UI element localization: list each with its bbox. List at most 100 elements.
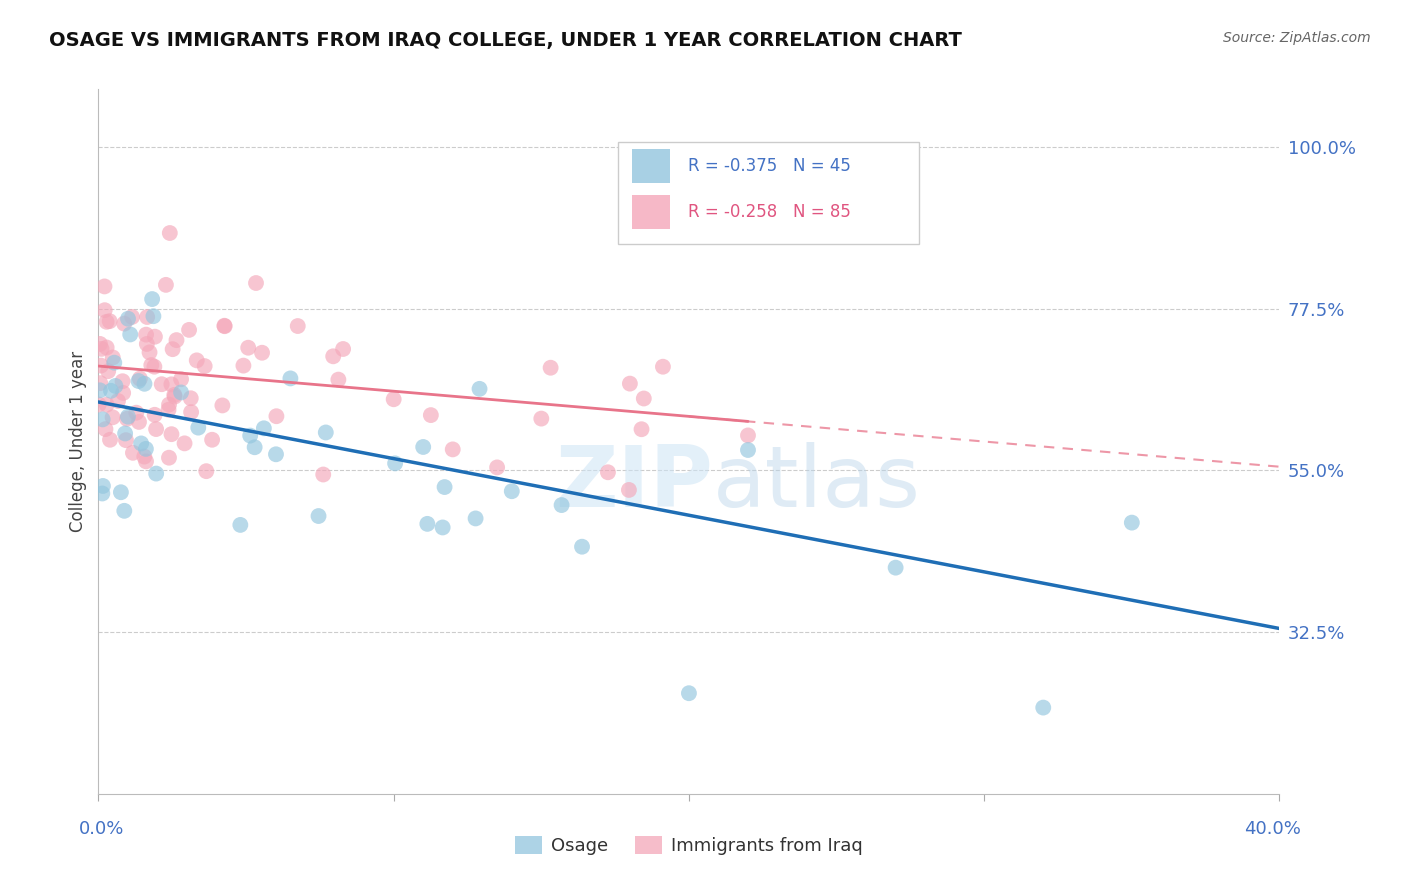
Point: [322, 349, 344, 363]
Point: [280, 371, 302, 385]
Point: [103, 356, 125, 370]
Point: [530, 411, 553, 425]
Point: [195, 464, 218, 478]
Text: 40.0%: 40.0%: [1244, 820, 1301, 838]
Point: [328, 373, 350, 387]
Point: [125, 406, 148, 420]
Point: [155, 277, 177, 292]
Point: [117, 409, 139, 424]
Point: [737, 428, 759, 442]
Point: [737, 442, 759, 457]
Point: [432, 520, 454, 534]
Point: [619, 376, 641, 391]
Point: [112, 504, 135, 518]
Y-axis label: College, Under 1 year: College, Under 1 year: [69, 351, 87, 533]
Point: [157, 398, 180, 412]
Point: [143, 329, 166, 343]
Point: [160, 377, 183, 392]
Point: [91, 486, 114, 500]
FancyBboxPatch shape: [633, 195, 671, 229]
Text: OSAGE VS IMMIGRANTS FROM IRAQ COLLEGE, UNDER 1 YEAR CORRELATION CHART: OSAGE VS IMMIGRANTS FROM IRAQ COLLEGE, U…: [49, 31, 962, 50]
Point: [652, 359, 675, 374]
Point: [107, 393, 129, 408]
Point: [135, 442, 157, 456]
Point: [150, 377, 173, 392]
Text: R = -0.258   N = 85: R = -0.258 N = 85: [688, 203, 851, 221]
Point: [111, 374, 134, 388]
Point: [211, 399, 233, 413]
FancyBboxPatch shape: [633, 149, 671, 183]
Point: [163, 390, 186, 404]
Point: [416, 516, 439, 531]
Point: [122, 446, 145, 460]
Point: [180, 405, 202, 419]
Point: [170, 372, 193, 386]
Point: [145, 422, 167, 436]
Point: [97, 364, 120, 378]
Point: [332, 342, 354, 356]
Point: [90, 359, 112, 373]
Text: R = -0.375   N = 45: R = -0.375 N = 45: [688, 157, 851, 175]
Point: [180, 391, 202, 405]
Point: [173, 436, 195, 450]
Point: [571, 540, 593, 554]
Point: [112, 386, 135, 401]
Point: [157, 450, 180, 465]
Point: [266, 409, 288, 424]
Point: [1032, 700, 1054, 714]
Point: [177, 323, 200, 337]
Text: Source: ZipAtlas.com: Source: ZipAtlas.com: [1223, 31, 1371, 45]
Point: [94, 422, 117, 436]
Point: [166, 333, 188, 347]
Point: [250, 345, 273, 359]
Point: [91, 412, 114, 426]
Point: [630, 422, 652, 436]
Point: [121, 310, 143, 324]
Point: [214, 319, 236, 334]
Point: [100, 384, 122, 398]
Point: [128, 374, 150, 388]
Point: [501, 484, 523, 499]
Point: [162, 342, 184, 356]
Point: [243, 440, 266, 454]
Point: [384, 456, 406, 470]
Point: [633, 392, 655, 406]
Point: [89, 384, 111, 398]
Point: [229, 517, 252, 532]
Point: [441, 442, 464, 457]
Point: [135, 454, 157, 468]
Point: [89, 376, 111, 391]
Point: [287, 319, 309, 334]
Point: [245, 276, 267, 290]
Point: [187, 420, 209, 434]
Text: ZIP: ZIP: [555, 442, 713, 525]
Point: [128, 371, 150, 385]
Point: [486, 460, 509, 475]
Point: [98, 433, 121, 447]
FancyBboxPatch shape: [619, 142, 920, 244]
Point: [136, 310, 159, 324]
Point: [128, 415, 150, 429]
Point: [194, 359, 217, 373]
Point: [141, 358, 163, 372]
Point: [143, 408, 166, 422]
Legend: Osage, Immigrants from Iraq: Osage, Immigrants from Iraq: [515, 836, 863, 855]
Point: [464, 511, 486, 525]
Point: [145, 467, 167, 481]
Text: atlas: atlas: [713, 442, 921, 525]
Point: [253, 421, 276, 435]
Point: [115, 433, 138, 447]
Point: [134, 376, 156, 391]
Point: [101, 351, 124, 365]
Point: [142, 309, 165, 323]
Point: [412, 440, 434, 454]
Point: [135, 327, 157, 342]
Point: [308, 509, 330, 524]
Point: [101, 410, 124, 425]
Point: [117, 311, 139, 326]
Point: [96, 315, 118, 329]
Point: [112, 317, 135, 331]
Point: [115, 412, 138, 426]
Point: [201, 433, 224, 447]
Point: [135, 337, 157, 351]
